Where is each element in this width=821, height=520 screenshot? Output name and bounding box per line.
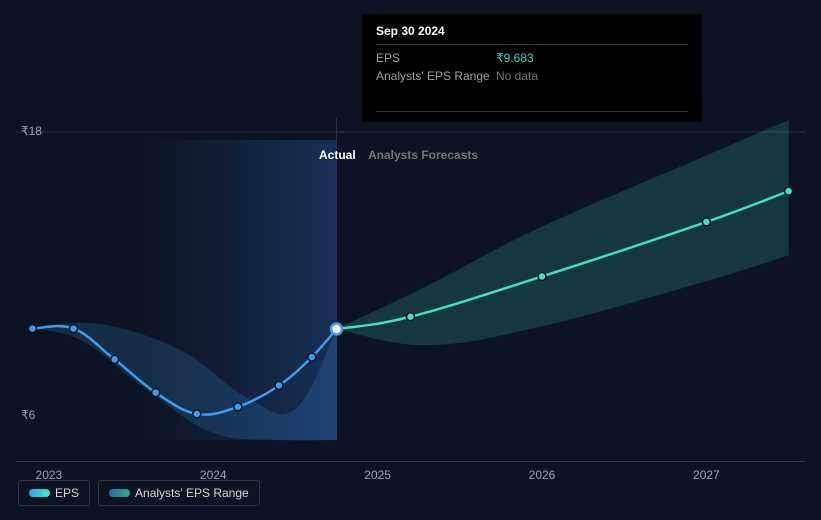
section-label-actual: Actual	[319, 148, 356, 162]
chart-tooltip: Sep 30 2024 EPS ₹9.683 Analysts' EPS Ran…	[362, 14, 702, 122]
section-label-forecast: Analysts Forecasts	[368, 148, 478, 162]
tooltip-value: No data	[496, 69, 538, 83]
hover-marker	[331, 323, 342, 334]
eps-actual-marker[interactable]	[234, 403, 242, 411]
eps-forecast-marker[interactable]	[702, 218, 710, 226]
tooltip-value: ₹9.683	[496, 51, 534, 65]
eps-actual-marker[interactable]	[28, 325, 36, 333]
eps-actual-marker[interactable]	[308, 353, 316, 361]
eps-forecast-marker[interactable]	[785, 187, 793, 195]
x-axis-tick: 2026	[529, 468, 556, 482]
x-axis-tick: 2027	[693, 468, 720, 482]
eps-chart: Sep 30 2024 EPS ₹9.683 Analysts' EPS Ran…	[0, 0, 821, 520]
tooltip-separator	[376, 111, 688, 112]
eps-actual-marker[interactable]	[111, 355, 119, 363]
y-axis-tick: ₹6	[21, 408, 35, 422]
legend-item-eps[interactable]: EPS	[18, 480, 90, 506]
legend-swatch-icon	[29, 489, 47, 497]
eps-forecast-marker[interactable]	[538, 272, 546, 280]
chart-legend: EPS Analysts' EPS Range	[18, 480, 260, 506]
tooltip-date: Sep 30 2024	[376, 24, 688, 45]
legend-label: EPS	[55, 486, 79, 500]
y-axis-tick: ₹18	[21, 124, 42, 138]
tooltip-key: EPS	[376, 51, 496, 65]
x-axis-tick: 2025	[364, 468, 391, 482]
eps-actual-marker[interactable]	[152, 389, 160, 397]
x-axis: 20232024202520262027	[16, 461, 805, 462]
eps-actual-marker[interactable]	[70, 325, 78, 333]
legend-label: Analysts' EPS Range	[135, 486, 249, 500]
eps-actual-marker[interactable]	[275, 381, 283, 389]
legend-item-range[interactable]: Analysts' EPS Range	[98, 480, 260, 506]
tooltip-key: Analysts' EPS Range	[376, 69, 496, 83]
legend-swatch-icon	[109, 489, 127, 497]
eps-actual-marker[interactable]	[193, 410, 201, 418]
tooltip-row-range: Analysts' EPS Range No data	[376, 67, 688, 85]
tooltip-row-eps: EPS ₹9.683	[376, 49, 688, 67]
eps-forecast-marker[interactable]	[407, 313, 415, 321]
